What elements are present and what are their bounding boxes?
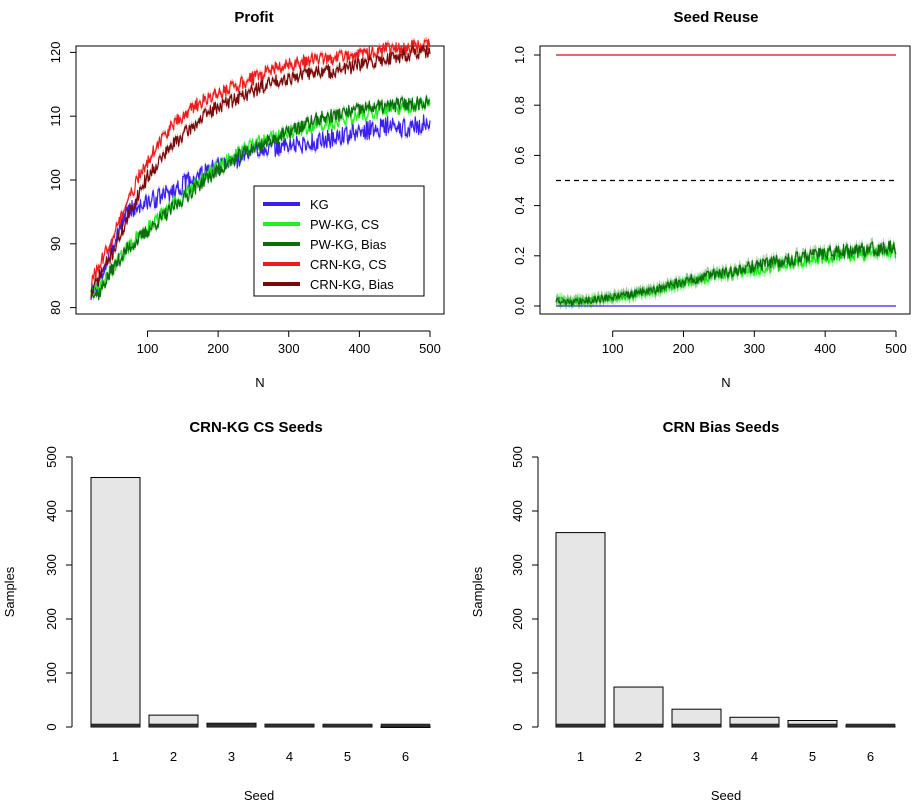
series-line (90, 38, 431, 287)
x-tick-label: 3 (693, 749, 700, 764)
y-tick-label: 100 (44, 662, 59, 684)
bar (90, 477, 141, 728)
y-tick-label: 110 (48, 106, 63, 127)
bar-base-segment (148, 723, 199, 728)
y-tick-label: 500 (44, 446, 59, 468)
x-tick-label: 4 (751, 749, 758, 764)
y-tick-label: 400 (510, 500, 525, 522)
x-tick-label: 4 (286, 749, 293, 764)
x-tick-label: 300 (743, 341, 765, 356)
x-tick-label: 2 (635, 749, 642, 764)
bar-base-segment (787, 723, 838, 728)
legend-label: CRN-KG, Bias (310, 277, 394, 292)
y-tick-label: 0 (44, 723, 59, 730)
crn-kg-cs-seeds-y-axis-label: Samples (2, 566, 17, 617)
crn-bias-seeds-panel: CRN Bias Seeds 1 2 3 4 5 6 0 100 200 300 400 500 Se… (470, 419, 896, 803)
bar (555, 532, 606, 728)
x-tick-label: 200 (673, 341, 695, 356)
y-tick-label: 200 (44, 608, 59, 630)
bar-base-segment (380, 723, 431, 728)
seed-reuse-panel: Seed Reuse 100 200 300 400 500 0.0 0.2 0.4 0.6 0.… (512, 9, 911, 390)
bar-base-segment (90, 723, 141, 728)
x-tick-label: 400 (814, 341, 836, 356)
seed-reuse-title: Seed Reuse (673, 9, 758, 26)
y-tick-label: 0.8 (512, 96, 527, 114)
x-tick-label: 2 (170, 749, 177, 764)
legend-label: PW-KG, Bias (310, 237, 387, 252)
x-tick-label: 6 (402, 749, 409, 764)
x-tick-label: 100 (137, 341, 159, 356)
profit-panel: Profit 100 200 300 400 500 80 90 100 110 120 N KG… (48, 9, 445, 390)
x-tick-label: 1 (577, 749, 584, 764)
y-tick-label: 90 (48, 237, 63, 251)
crn-kg-cs-seeds-x-axis-label: Seed (244, 788, 274, 803)
crn-bias-seeds-y-axis-label: Samples (470, 566, 485, 617)
y-tick-label: 1.0 (512, 46, 527, 64)
bar (613, 686, 664, 728)
y-tick-label: 0.6 (512, 146, 527, 164)
bar-base-segment (206, 723, 257, 728)
bar-base-segment (555, 723, 606, 728)
profit-x-axis-label: N (255, 375, 264, 390)
x-tick-label: 500 (419, 341, 441, 356)
bar-base-segment (613, 723, 664, 728)
bar-base-segment (264, 723, 315, 728)
x-tick-label: 5 (344, 749, 351, 764)
x-tick-label: 100 (602, 341, 624, 356)
y-tick-label: 200 (510, 608, 525, 630)
series-line (90, 95, 431, 301)
y-tick-label: 0.2 (512, 247, 527, 265)
y-tick-label: 400 (44, 500, 59, 522)
x-tick-label: 3 (228, 749, 235, 764)
y-tick-label: 100 (48, 169, 63, 191)
y-tick-label: 0.0 (512, 297, 527, 315)
bar-base-segment (671, 723, 722, 728)
crn-bias-seeds-title: CRN Bias Seeds (663, 419, 780, 436)
x-tick-label: 400 (349, 341, 371, 356)
x-tick-label: 200 (207, 341, 229, 356)
bar-base-segment (322, 723, 373, 728)
legend-label: PW-KG, CS (310, 217, 379, 232)
y-tick-label: 300 (510, 554, 525, 576)
crn-kg-cs-seeds-panel: CRN-KG CS Seeds 1 2 3 4 5 6 0 100 200 300 400 500 S… (2, 419, 431, 803)
x-tick-label: 300 (278, 341, 300, 356)
profit-title: Profit (234, 9, 273, 26)
crn-kg-cs-seeds-title: CRN-KG CS Seeds (189, 419, 322, 436)
y-tick-label: 120 (48, 42, 63, 64)
legend-label: KG (310, 197, 329, 212)
x-tick-label: 1 (112, 749, 119, 764)
series-line (555, 240, 897, 306)
legend-label: CRN-KG, CS (310, 257, 387, 272)
y-tick-label: 100 (510, 662, 525, 684)
x-tick-label: 5 (809, 749, 816, 764)
y-tick-label: 0.4 (512, 197, 527, 215)
series-line (90, 44, 431, 299)
crn-bias-seeds-x-axis-label: Seed (711, 788, 741, 803)
y-tick-label: 300 (44, 554, 59, 576)
x-tick-label: 6 (867, 749, 874, 764)
y-tick-label: 500 (510, 446, 525, 468)
legend-box (253, 185, 425, 297)
bar-base-segment (845, 723, 896, 728)
profit-legend: KG PW-KG, CS PW-KG, Bias CRN-KG, CS CRN-KG, … (253, 185, 425, 297)
bar-base-segment (729, 723, 780, 728)
x-tick-label: 500 (885, 341, 907, 356)
y-tick-label: 0 (510, 723, 525, 730)
y-tick-label: 80 (48, 300, 63, 314)
seed-reuse-x-axis-label: N (721, 375, 730, 390)
